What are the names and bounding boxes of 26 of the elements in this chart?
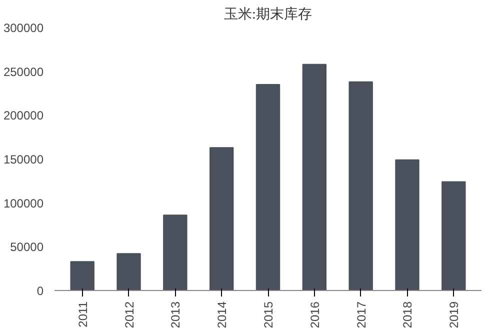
y-tick-label: 250000	[3, 64, 44, 79]
x-tick-label: 2013	[168, 301, 183, 328]
bar	[256, 84, 280, 290]
bar	[70, 261, 94, 290]
x-tick-label: 2015	[262, 301, 276, 328]
bar	[348, 81, 373, 290]
bar	[116, 253, 141, 290]
y-tick-label: 150000	[3, 152, 44, 166]
x-tick-label: 2011	[76, 301, 90, 328]
bar	[163, 214, 188, 290]
x-tick-label: 2019	[447, 301, 462, 328]
x-tick-label: 2018	[400, 301, 415, 328]
bar	[395, 159, 420, 290]
y-tick-label: 0	[36, 284, 44, 298]
bar	[209, 147, 234, 290]
bar	[302, 64, 327, 290]
chart-title: 玉米:期末库存	[224, 6, 312, 22]
y-tick-label: 200000	[3, 108, 44, 123]
y-tick-label: 100000	[3, 196, 44, 210]
y-tick-label: 50000	[10, 240, 44, 254]
x-tick-label: 2017	[354, 301, 368, 328]
x-tick-label: 2014	[215, 301, 230, 328]
x-tick-label: 2012	[122, 301, 136, 328]
y-tick-label: 300000	[3, 21, 44, 35]
x-tick-label: 2016	[308, 301, 322, 328]
bar	[442, 181, 466, 290]
